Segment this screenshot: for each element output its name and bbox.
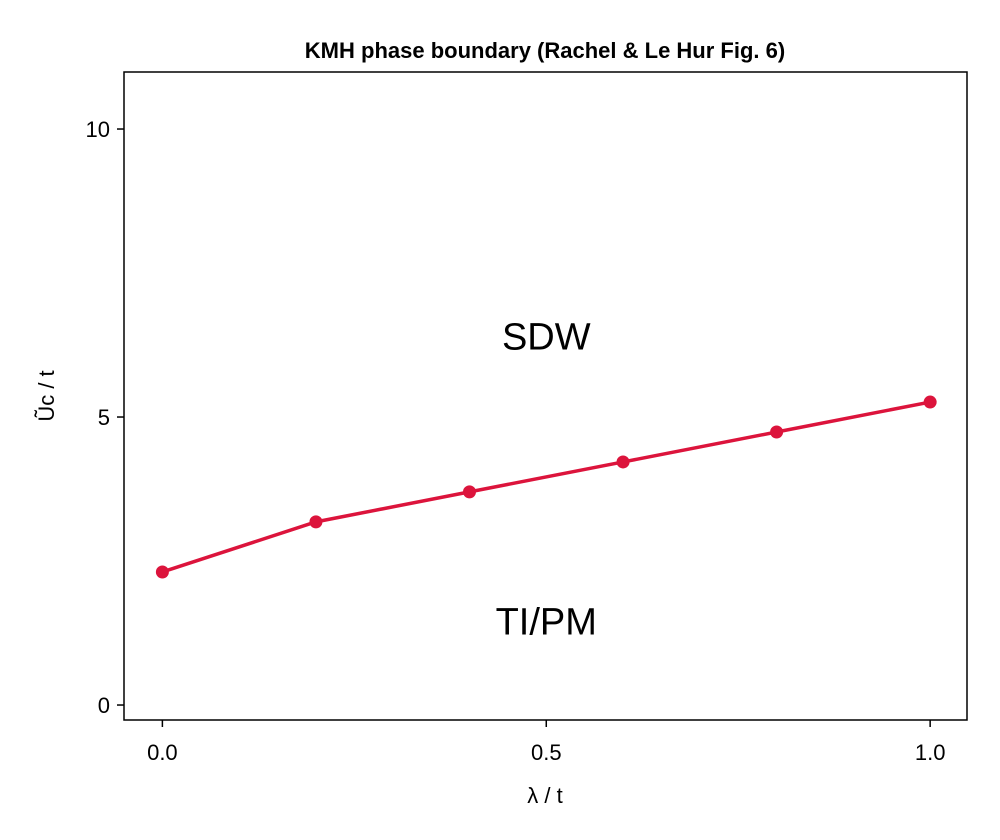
- data-point: [770, 425, 784, 439]
- y-tick-label: 5: [98, 405, 110, 430]
- x-tick-label: 0.0: [147, 740, 178, 765]
- region-label: SDW: [502, 316, 591, 358]
- plot-frame: [123, 71, 968, 721]
- x-axis-label: λ / t: [527, 783, 562, 808]
- data-point: [309, 515, 323, 529]
- data-point: [462, 485, 476, 499]
- y-axis-label: Ũc / t: [34, 370, 59, 421]
- x-tick-label: 0.5: [531, 740, 562, 765]
- data-point: [923, 395, 937, 409]
- x-tick-label: 1.0: [915, 740, 946, 765]
- y-tick-label: 10: [86, 117, 110, 142]
- series-line: [161, 400, 931, 574]
- y-tick-label: 0: [98, 693, 110, 718]
- data-point: [155, 565, 169, 579]
- data-point: [616, 455, 630, 469]
- region-label: TI/PM: [496, 602, 597, 644]
- chart-title: KMH phase boundary (Rachel & Le Hur Fig.…: [305, 38, 785, 63]
